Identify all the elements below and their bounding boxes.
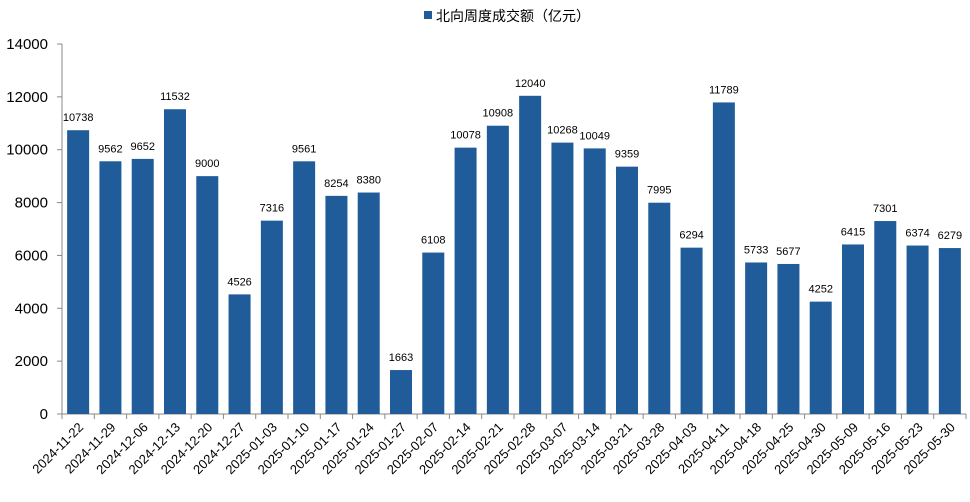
value-label: 10738 bbox=[63, 112, 94, 124]
bar bbox=[809, 301, 832, 414]
bar bbox=[390, 370, 412, 414]
bar bbox=[616, 166, 638, 414]
value-label: 10049 bbox=[579, 130, 610, 142]
value-label: 1663 bbox=[389, 352, 413, 364]
y-tick-label: 12000 bbox=[6, 89, 48, 106]
y-tick-label: 10000 bbox=[6, 142, 48, 159]
value-label: 11532 bbox=[160, 91, 190, 103]
y-tick-label: 4000 bbox=[15, 300, 48, 317]
bar bbox=[745, 262, 768, 414]
value-label: 6294 bbox=[679, 230, 703, 242]
bar bbox=[293, 161, 316, 414]
value-label: 6415 bbox=[841, 226, 865, 238]
value-label: 4526 bbox=[227, 276, 251, 288]
bar bbox=[164, 109, 186, 415]
bar bbox=[906, 245, 929, 414]
y-tick-label: 14000 bbox=[6, 36, 48, 53]
value-label: 6108 bbox=[421, 235, 445, 247]
value-label: 8380 bbox=[356, 175, 380, 187]
y-tick-label: 2000 bbox=[15, 353, 48, 370]
bar bbox=[519, 95, 542, 415]
bar bbox=[228, 294, 251, 414]
value-label: 9561 bbox=[292, 143, 316, 155]
value-label: 6374 bbox=[905, 228, 929, 240]
value-label: 10908 bbox=[483, 108, 514, 120]
bar bbox=[99, 161, 122, 414]
bar bbox=[131, 158, 154, 414]
value-label: 11789 bbox=[709, 84, 739, 96]
bar bbox=[422, 252, 445, 414]
bar bbox=[938, 248, 961, 414]
bar bbox=[648, 202, 671, 414]
bar bbox=[486, 125, 509, 415]
value-label: 12040 bbox=[515, 78, 546, 90]
bar bbox=[777, 263, 800, 414]
bar bbox=[325, 195, 348, 414]
value-label: 7316 bbox=[260, 203, 284, 215]
value-label: 9359 bbox=[615, 149, 639, 161]
value-label: 5677 bbox=[776, 246, 800, 258]
y-tick-label: 6000 bbox=[15, 247, 48, 264]
bar bbox=[357, 192, 380, 414]
y-tick-label: 0 bbox=[40, 406, 48, 423]
value-label: 9652 bbox=[130, 141, 154, 153]
legend-swatch bbox=[424, 11, 432, 19]
bar bbox=[260, 220, 283, 414]
bar bbox=[712, 102, 735, 415]
bar bbox=[454, 147, 477, 414]
y-tick-label: 8000 bbox=[15, 195, 48, 212]
value-label: 7301 bbox=[873, 203, 897, 215]
bar bbox=[680, 247, 703, 414]
bar bbox=[583, 148, 606, 414]
value-label: 8254 bbox=[324, 178, 348, 190]
value-label: 9000 bbox=[195, 158, 219, 170]
value-label: 5733 bbox=[744, 244, 768, 256]
value-label: 10078 bbox=[450, 130, 481, 142]
bar bbox=[196, 176, 219, 414]
legend-label: 北向周度成交额（亿元） bbox=[436, 8, 590, 24]
bar bbox=[874, 221, 897, 414]
bar bbox=[67, 130, 90, 414]
value-label: 9562 bbox=[98, 143, 122, 155]
value-label: 6279 bbox=[938, 230, 962, 242]
bar bbox=[551, 142, 574, 415]
value-label: 7995 bbox=[647, 185, 671, 197]
value-label: 4252 bbox=[808, 284, 832, 296]
value-label: 10268 bbox=[547, 125, 578, 137]
bar bbox=[842, 244, 864, 414]
